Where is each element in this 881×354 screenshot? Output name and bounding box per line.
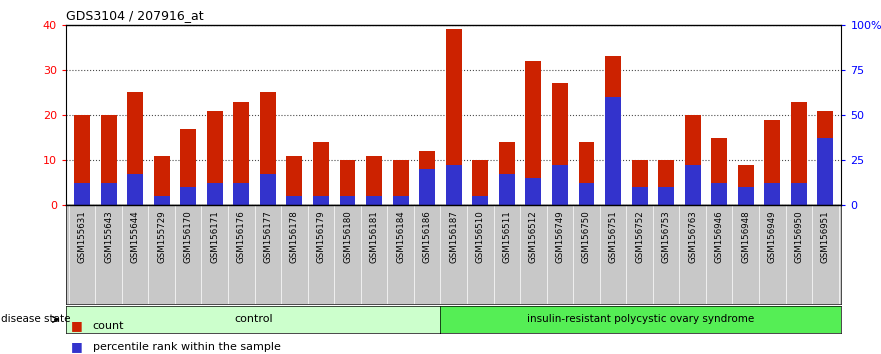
Text: GSM156949: GSM156949 (768, 210, 777, 263)
Bar (499, 142, 515, 205)
Bar (791, 183, 807, 205)
Text: GSM156187: GSM156187 (449, 210, 458, 263)
Bar (579, 183, 595, 205)
Bar (339, 160, 355, 205)
Text: GSM156951: GSM156951 (821, 210, 830, 263)
Bar (419, 169, 435, 205)
Bar (127, 92, 143, 205)
Text: GSM156750: GSM156750 (582, 210, 591, 263)
Bar (74, 183, 90, 205)
Bar (446, 29, 462, 205)
Text: GSM156181: GSM156181 (369, 210, 379, 263)
Bar (632, 187, 648, 205)
Bar (74, 115, 90, 205)
Bar (552, 165, 568, 205)
Text: ■: ■ (70, 319, 82, 332)
Text: count: count (93, 321, 124, 331)
Bar (207, 183, 223, 205)
Bar (818, 110, 833, 205)
Bar (525, 178, 541, 205)
Text: GSM155644: GSM155644 (130, 210, 139, 263)
Bar (472, 196, 488, 205)
Text: GSM156751: GSM156751 (609, 210, 618, 263)
Bar (552, 84, 568, 205)
Bar (286, 156, 302, 205)
Bar (472, 160, 488, 205)
Text: GSM156186: GSM156186 (423, 210, 432, 263)
Bar (446, 165, 462, 205)
Bar (737, 187, 754, 205)
Bar (313, 196, 329, 205)
Bar (605, 97, 621, 205)
Bar (153, 156, 170, 205)
Text: GSM156763: GSM156763 (688, 210, 697, 263)
Bar (393, 196, 409, 205)
Bar (737, 165, 754, 205)
Text: GDS3104 / 207916_at: GDS3104 / 207916_at (66, 9, 204, 22)
Bar (366, 196, 382, 205)
Text: GSM156512: GSM156512 (529, 210, 538, 263)
Bar (260, 174, 276, 205)
Text: GSM156510: GSM156510 (476, 210, 485, 263)
Bar (685, 115, 700, 205)
Text: ■: ■ (70, 341, 82, 353)
Text: GSM156752: GSM156752 (635, 210, 644, 263)
Text: GSM156753: GSM156753 (662, 210, 670, 263)
Bar (632, 160, 648, 205)
Text: disease state: disease state (1, 314, 70, 325)
Text: GSM156948: GSM156948 (741, 210, 751, 263)
Text: GSM156749: GSM156749 (555, 210, 565, 263)
Bar (313, 142, 329, 205)
Text: GSM156180: GSM156180 (343, 210, 352, 263)
Bar (818, 138, 833, 205)
Text: GSM156184: GSM156184 (396, 210, 405, 263)
Bar (711, 183, 727, 205)
Bar (499, 174, 515, 205)
Text: GSM156946: GSM156946 (714, 210, 723, 263)
Text: GSM156179: GSM156179 (316, 210, 325, 263)
Bar (765, 183, 781, 205)
Bar (127, 174, 143, 205)
Text: percentile rank within the sample: percentile rank within the sample (93, 342, 280, 352)
Bar (419, 151, 435, 205)
Text: GSM155643: GSM155643 (104, 210, 113, 263)
Text: GSM156171: GSM156171 (211, 210, 219, 263)
Bar (658, 160, 674, 205)
Bar (605, 56, 621, 205)
Text: GSM156511: GSM156511 (502, 210, 511, 263)
Text: GSM155631: GSM155631 (78, 210, 86, 263)
Bar (260, 92, 276, 205)
Text: GSM156170: GSM156170 (184, 210, 193, 263)
Bar (393, 160, 409, 205)
Bar (366, 156, 382, 205)
Bar (791, 102, 807, 205)
Bar (286, 196, 302, 205)
Text: GSM156178: GSM156178 (290, 210, 299, 263)
Bar (525, 61, 541, 205)
Text: insulin-resistant polycystic ovary syndrome: insulin-resistant polycystic ovary syndr… (527, 314, 754, 325)
Bar (711, 138, 727, 205)
Bar (207, 110, 223, 205)
Text: control: control (233, 314, 272, 325)
Text: GSM156177: GSM156177 (263, 210, 272, 263)
Bar (685, 165, 700, 205)
Bar (658, 187, 674, 205)
Text: GSM156176: GSM156176 (237, 210, 246, 263)
Bar (181, 129, 196, 205)
Bar (100, 183, 116, 205)
Bar (153, 196, 170, 205)
Text: GSM155729: GSM155729 (157, 210, 167, 263)
Bar (233, 183, 249, 205)
Bar (339, 196, 355, 205)
Bar (181, 187, 196, 205)
Bar (100, 115, 116, 205)
Text: GSM156950: GSM156950 (795, 210, 803, 263)
Bar (765, 120, 781, 205)
Bar (579, 142, 595, 205)
Bar (233, 102, 249, 205)
